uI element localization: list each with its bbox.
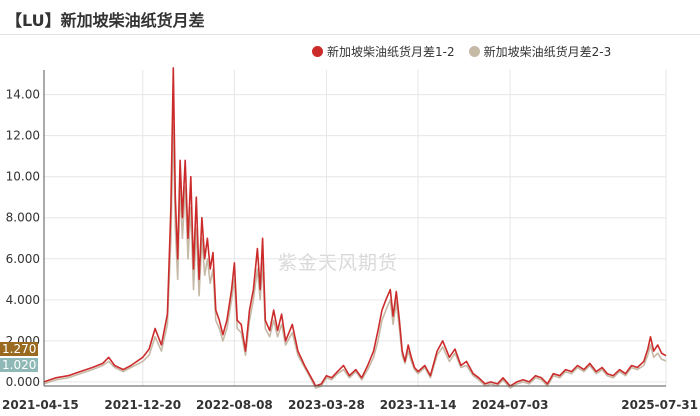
axis-layer: 0.0002.0004.0006.0008.00010.0012.0014.00… xyxy=(2,70,698,412)
watermark: 紫金天风期货 xyxy=(278,252,399,274)
series-layer xyxy=(43,67,667,389)
title-divider xyxy=(0,34,700,35)
legend-swatch-series-1 xyxy=(312,46,323,57)
grid-layer xyxy=(43,70,667,386)
y-tick-label: 0.000 xyxy=(6,375,40,389)
legend: 新加坡柴油纸货月差1-2 新加坡柴油纸货月差2-3 xyxy=(312,43,625,60)
legend-swatch-series-2 xyxy=(468,46,480,57)
x-tick-label: 2025-07-31 xyxy=(621,398,698,412)
legend-label-series-2: 新加坡柴油纸货月差2-3 xyxy=(483,45,612,59)
x-tick-label: 2023-03-28 xyxy=(288,398,365,412)
end-value-badge-series-1: 1.270 xyxy=(0,341,39,356)
y-tick-label: 10.00 xyxy=(6,170,40,184)
x-tick-label: 2021-04-15 xyxy=(2,398,79,412)
x-tick-label: 2024-07-03 xyxy=(472,398,549,412)
y-tick-label: 6.000 xyxy=(6,252,40,266)
series-line-1 xyxy=(43,67,667,387)
x-tick-label: 2022-08-08 xyxy=(196,398,273,412)
legend-label-series-1: 新加坡柴油纸货月差1-2 xyxy=(327,45,455,59)
legend-item-series-1[interactable]: 新加坡柴油纸货月差1-2 xyxy=(312,43,455,60)
series-line-2 xyxy=(43,124,667,389)
y-tick-label: 14.00 xyxy=(6,88,40,102)
chart-title: 【LU】新加坡柴油纸货月差 xyxy=(6,11,205,30)
legend-item-series-2[interactable]: 新加坡柴油纸货月差2-3 xyxy=(468,43,612,60)
y-tick-label: 12.00 xyxy=(6,129,40,143)
y-tick-label: 8.000 xyxy=(6,211,40,225)
x-tick-label: 2023-11-14 xyxy=(380,398,457,412)
x-tick-label: 2021-12-20 xyxy=(104,398,181,412)
end-value-badge-series-2: 1.020 xyxy=(0,357,39,372)
y-tick-label: 4.000 xyxy=(6,293,40,307)
